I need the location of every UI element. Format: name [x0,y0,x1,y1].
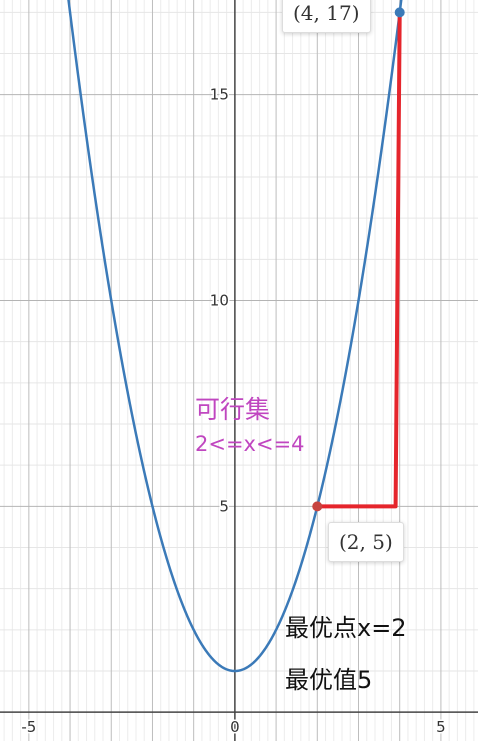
point-label-4-17: (4, 17) [282,0,371,33]
y-tick-label: 15 [210,86,229,104]
y-tick-label: 5 [219,497,229,515]
feasible-path-line [315,10,402,509]
feasible-set-title: 可行集 [195,395,271,424]
x-tick-label: 5 [436,718,446,736]
y-tick-label: 10 [210,292,229,310]
parabola-curve [67,0,403,673]
point-label-2-5: (2, 5) [328,522,404,562]
endpoint-marker [394,7,405,18]
x-tick-label: 0 [230,718,240,736]
x-tick-label: -5 [21,718,36,736]
optimal-point-marker [312,501,323,512]
optimal-value-text: 最优值5 [285,666,373,694]
feasible-set-range: 2<=x<=4 [195,432,305,456]
optimal-point-text: 最优点x=2 [285,614,407,642]
